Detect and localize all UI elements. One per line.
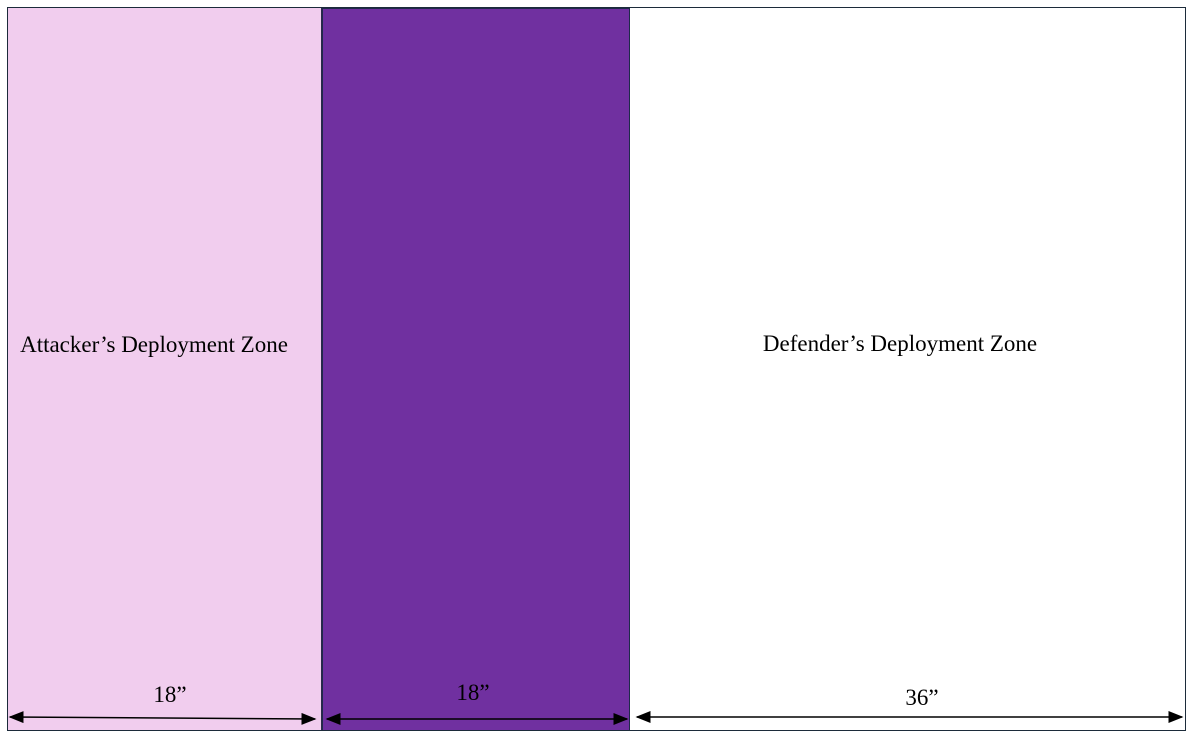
measure-arrow bbox=[8, 711, 317, 725]
zone-width: 18” bbox=[153, 682, 187, 707]
zone-width: 18” bbox=[456, 680, 490, 705]
zone-label: Attacker’s Deployment Zone bbox=[20, 332, 288, 357]
zone-width: 36” bbox=[905, 685, 939, 710]
no-mans-land bbox=[322, 8, 630, 731]
attacker-zone bbox=[8, 8, 322, 731]
zone-label: Defender’s Deployment Zone bbox=[762, 331, 1038, 356]
defender-zone bbox=[630, 8, 1186, 731]
